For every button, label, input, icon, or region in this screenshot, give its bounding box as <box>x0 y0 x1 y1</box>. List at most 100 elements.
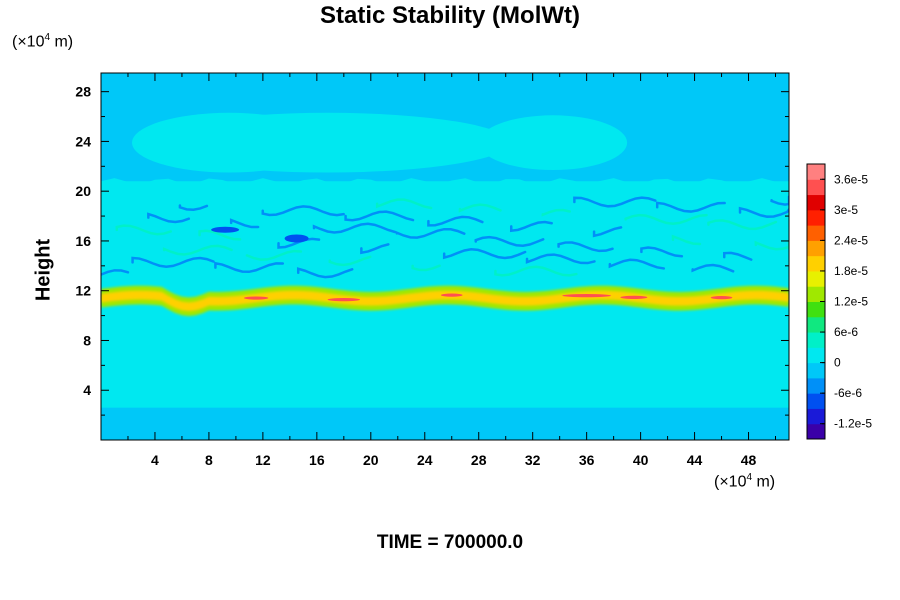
colorbar-label: 3e-5 <box>834 203 858 217</box>
field-tropopause-peak <box>243 296 269 300</box>
colorbar-segment <box>807 332 825 348</box>
y-axis-unit: (×104 m) <box>12 32 74 51</box>
colorbar-segment <box>807 408 825 425</box>
field-wave-streak <box>162 244 233 256</box>
y-tick-label: 24 <box>75 133 91 149</box>
y-axis-ticks: 4 8 12 16 20 24 28 <box>75 84 789 416</box>
field-wave-streak <box>640 246 684 258</box>
field-wave-streak <box>691 263 735 273</box>
colorbar-segment <box>807 240 825 257</box>
field-midlayer-edge <box>101 178 789 192</box>
colorbar-label: 1.2e-5 <box>834 295 868 309</box>
field-wave-streak <box>328 255 372 267</box>
field-wave-streak <box>147 212 191 224</box>
colorbar-label: 2.4e-5 <box>834 233 868 247</box>
y-axis-label: Height <box>32 238 55 302</box>
x-tick-label: 48 <box>741 452 757 468</box>
colorbar-segment <box>807 209 825 226</box>
colorbar-segment <box>807 286 825 302</box>
field-wave-streak <box>296 267 354 279</box>
field-wave-streak <box>592 226 623 238</box>
field-wave-streak <box>427 215 484 227</box>
colorbar-label: -6e-6 <box>834 386 862 400</box>
field-upper-feature <box>132 112 327 173</box>
field-negative-patch <box>211 226 240 233</box>
field-wave-streak <box>360 243 390 255</box>
field-wave-streak <box>344 210 415 222</box>
y-tick-label: 20 <box>75 183 91 199</box>
field-wave-streak <box>738 206 789 218</box>
plot-frame <box>100 72 790 441</box>
field-wave-streak <box>624 213 708 226</box>
field-wave-streak <box>474 235 545 248</box>
x-tick-label: 12 <box>255 452 271 468</box>
field-wave-streak <box>458 203 502 213</box>
y-tick-label: 4 <box>83 382 91 398</box>
colorbar-segment <box>807 393 825 409</box>
y-tick-label: 12 <box>75 283 91 299</box>
field-wave-streak <box>541 208 572 217</box>
field-wave-streak <box>707 219 778 231</box>
colorbar-segment <box>807 164 825 180</box>
colorbar-segment <box>807 270 825 287</box>
field-wave-streak <box>261 205 345 217</box>
x-tick-label: 40 <box>633 452 649 468</box>
x-tick-label: 28 <box>471 452 487 468</box>
field-tropopause-peak <box>562 294 611 298</box>
x-axis-unit: (×104 m) <box>714 472 776 491</box>
colorbar-segment <box>807 362 825 379</box>
x-tick-label: 16 <box>309 452 325 468</box>
field-wave-streak <box>277 237 321 249</box>
field-tropopause-peak <box>440 293 463 297</box>
colorbar-segment <box>807 255 825 272</box>
colorbar-segment <box>807 301 825 318</box>
colorbar-segment <box>807 423 825 440</box>
x-axis-ticks: 4 8 12 16 20 24 28 32 36 40 44 48 <box>127 73 777 468</box>
field-upper-feature <box>478 115 628 171</box>
colorbar-segment <box>807 225 825 241</box>
field-wave-streak <box>494 265 578 277</box>
field-wave-streak <box>395 227 466 239</box>
field-wave-streak <box>557 241 614 253</box>
x-tick-label: 44 <box>687 452 703 468</box>
field-wave-streak <box>229 218 260 229</box>
colorbar-label: 3.6e-5 <box>834 172 868 186</box>
x-tick-label: 20 <box>363 452 379 468</box>
colorbar-segment <box>807 377 825 394</box>
field-tropopause-peak <box>710 296 733 300</box>
colorbar-segment <box>807 179 825 196</box>
field-wave-streak <box>115 224 172 236</box>
field-wave-streak <box>722 251 753 261</box>
x-tick-label: 24 <box>417 452 433 468</box>
x-tick-label: 32 <box>525 452 541 468</box>
field-tropopause-peak <box>327 297 361 302</box>
colorbar-segment <box>807 316 825 333</box>
heatmap-field <box>101 73 789 440</box>
field-wave-streak <box>671 234 702 246</box>
field-wave-streak <box>608 258 666 270</box>
field-wave-streak <box>770 195 789 206</box>
field-wave-streak <box>442 248 527 260</box>
time-label: TIME = 700000.0 <box>376 532 524 553</box>
colorbar-label: 0 <box>834 356 841 370</box>
colorbar-label: 1.8e-5 <box>834 264 868 278</box>
y-tick-label: 16 <box>75 233 91 249</box>
field-wave-streak <box>178 204 209 212</box>
x-tick-label: 36 <box>579 452 595 468</box>
field-tropopause-peak <box>620 295 648 299</box>
y-tick-label: 28 <box>75 84 91 100</box>
field-wave-streak <box>245 249 303 261</box>
field-wave-streak <box>214 261 285 274</box>
field-wave-streak <box>312 222 397 234</box>
colorbar: 3.6e-5 3e-5 2.4e-5 1.8e-5 1.2e-5 6e-6 0 -6e-6 -1… <box>806 163 872 440</box>
field-wave-streak <box>525 253 596 265</box>
colorbar-label: 6e-6 <box>834 325 858 339</box>
field-tropopause-inner <box>101 290 789 312</box>
field-wave-streak <box>655 201 726 213</box>
field-wave-streak <box>411 264 441 272</box>
field-wave-streak <box>131 256 215 268</box>
field-wave-streak <box>198 229 242 241</box>
y-tick-label: 8 <box>83 332 91 348</box>
chart-title: Static Stability (MolWt) <box>320 2 580 29</box>
